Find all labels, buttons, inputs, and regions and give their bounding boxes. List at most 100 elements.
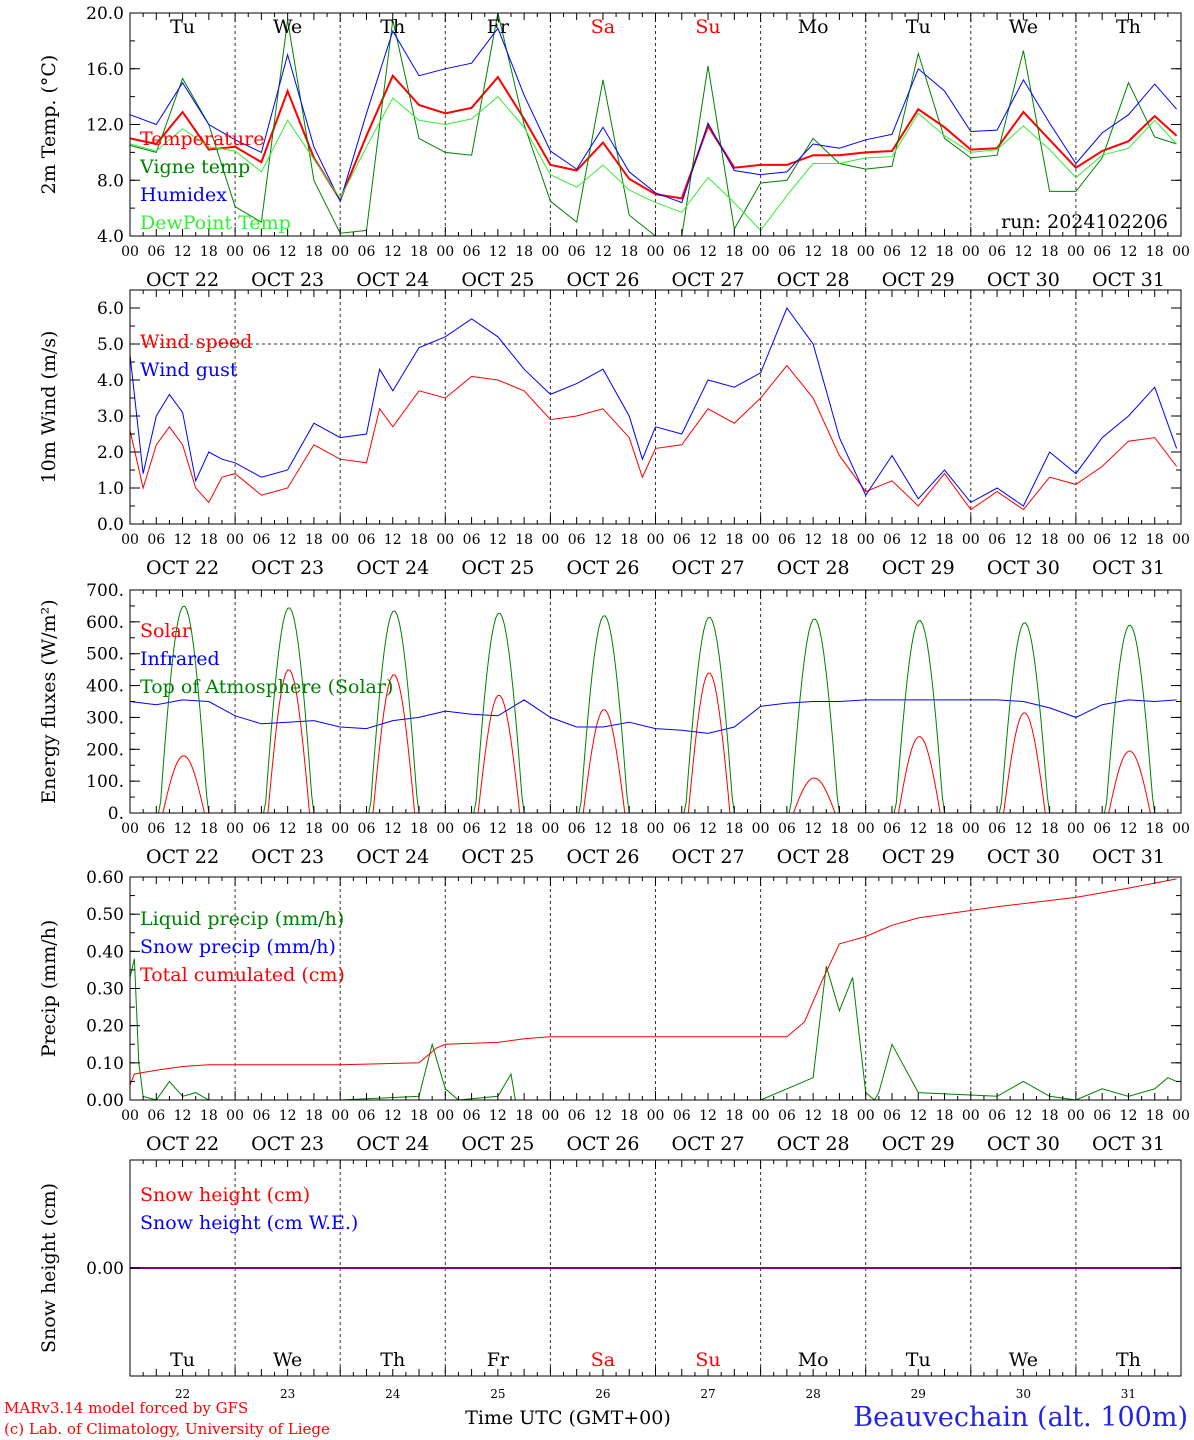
precip-panel: 0.00 0.10 0.20 0.30 0.40 0.50 0.60 Precip (mm/… [38,868,1190,1155]
hour-tick-label: 12 [699,1108,717,1124]
hour-tick-label: 12 [1120,244,1138,260]
y-tick-label: 1.0 [97,479,124,499]
hour-tick-label: 00 [226,821,244,837]
hour-tick-label: 06 [673,821,691,837]
hour-tick-label: 06 [778,821,796,837]
hour-tick-label: 00 [962,532,980,548]
hour-tick-label: 12 [1120,532,1138,548]
legend-entry: Vigne temp [139,156,250,178]
date-label: OCT 28 [777,1133,850,1155]
date-label: OCT 31 [1092,557,1165,579]
hour-tick-label: 12 [489,532,507,548]
date-label: OCT 31 [1092,269,1165,291]
hour-tick-label: 18 [831,532,849,548]
hour-tick-label: 06 [883,532,901,548]
energy-axis-label: Energy fluxes (W/m²) [38,599,60,803]
hour-tick-label: 18 [620,532,638,548]
hour-tick-label: 12 [174,1108,192,1124]
hour-tick-label: 12 [594,821,612,837]
date-label: OCT 24 [356,846,429,868]
weekday-label: Su [695,1349,720,1371]
footer: MARv3.14 model forced by GFS (c) Lab. of… [4,1399,1188,1438]
wind-speed-line [129,364,1177,511]
y-tick-label: 8.0 [97,171,124,191]
y-tick-label: 0.30 [86,980,124,1000]
hour-tick-label: 12 [699,532,717,548]
hour-tick-label: 06 [358,1108,376,1124]
date-label: OCT 31 [1092,1133,1165,1155]
date-label: OCT 28 [777,269,850,291]
weekday-label: Fr [487,16,510,38]
hour-tick-label: 00 [647,532,665,548]
legend-entry: Humidex [140,184,227,206]
weekday-label: Mo [798,16,829,38]
day-number-label: 22 [175,1387,190,1401]
weekday-label: Th [1116,16,1141,38]
legend-entry: Snow height (cm) [140,1184,310,1206]
hour-tick-label: 00 [436,532,454,548]
temperature-line [129,73,1178,202]
date-label: OCT 28 [777,557,850,579]
hour-tick-label: 18 [1041,1108,1059,1124]
hour-tick-label: 00 [962,821,980,837]
hour-tick-label: 12 [174,244,192,260]
y-tick-label: 0.00 [86,1259,124,1279]
date-label: OCT 30 [987,269,1060,291]
hour-tick-label: 18 [725,532,743,548]
hour-tick-label: 12 [489,244,507,260]
hour-tick-label: 18 [1146,821,1164,837]
date-label: OCT 26 [566,846,639,868]
hour-tick-label: 00 [541,532,559,548]
hour-tick-label: 12 [1014,821,1032,837]
date-label: OCT 27 [672,269,745,291]
hour-tick-label: 06 [252,244,270,260]
hour-tick-label: 06 [252,821,270,837]
hour-tick-label: 12 [1120,1108,1138,1124]
hour-tick-label: 00 [647,1108,665,1124]
date-label: OCT 22 [146,1133,219,1155]
y-tick-label: 2.0 [97,443,124,463]
hour-tick-label: 06 [358,244,376,260]
hour-tick-label: 00 [331,821,349,837]
weekday-label: We [273,16,302,38]
legend-entry: Top of Atmosphere (Solar) [140,676,393,698]
y-tick-label: 0.0 [97,515,124,535]
legend-entry: Liquid precip (mm/h) [140,908,344,930]
hour-tick-label: 06 [1093,244,1111,260]
wind-axis-label: 10m Wind (m/s) [38,331,60,484]
legend-entry: Wind speed [140,331,252,353]
hour-tick-label: 00 [857,821,875,837]
y-tick-label: 6.0 [97,299,124,319]
hour-tick-label: 18 [936,821,954,837]
y-tick-label: 400. [86,677,124,697]
y-tick-label: 0.50 [86,905,124,925]
y-tick-label: 4.0 [97,227,124,247]
weekday-label: Fr [487,1349,510,1371]
hour-tick-label: 18 [620,244,638,260]
hour-tick-label: 18 [1041,821,1059,837]
y-tick-label: 0.10 [86,1054,124,1074]
hour-tick-label: 06 [568,821,586,837]
day-number-label: 25 [490,1387,505,1401]
hour-tick-label: 12 [489,1108,507,1124]
hour-tick-label: 18 [725,1108,743,1124]
hour-tick-label: 06 [252,532,270,548]
hour-tick-label: 06 [147,532,165,548]
legend-entry: Wind gust [140,359,238,381]
hour-tick-label: 12 [174,821,192,837]
date-label: OCT 23 [251,269,324,291]
hour-tick-label: 12 [279,821,297,837]
hour-tick-label: 00 [331,244,349,260]
legend-entry: Temperature [140,128,264,150]
hour-tick-label: 12 [804,821,822,837]
hour-tick-label: 18 [410,1108,428,1124]
hour-tick-label: 00 [541,1108,559,1124]
hour-tick-label: 12 [909,244,927,260]
hour-tick-label: 18 [831,821,849,837]
y-tick-label: 600. [86,613,124,633]
hour-tick-label: 06 [147,244,165,260]
date-label: OCT 25 [461,269,534,291]
hour-tick-label: 06 [673,1108,691,1124]
